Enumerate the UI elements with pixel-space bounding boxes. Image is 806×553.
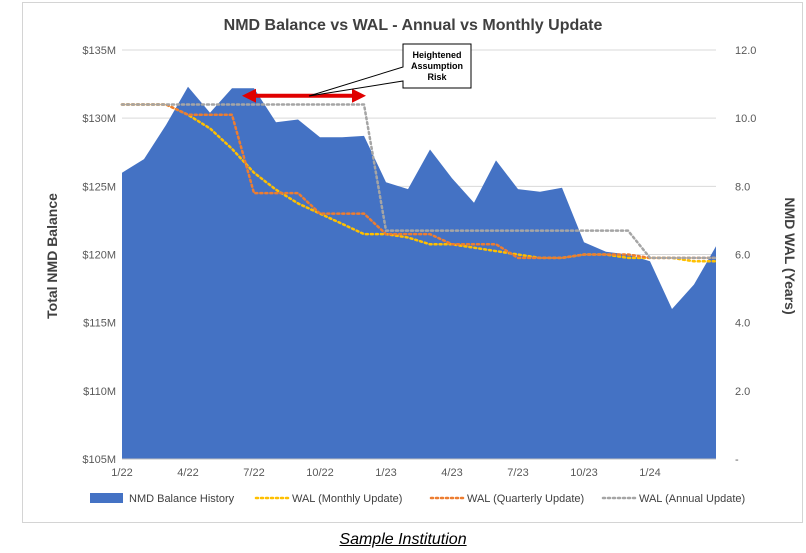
y-tick-label: $135M	[82, 45, 116, 57]
x-tick-label: 7/22	[243, 467, 264, 479]
x-tick-label: 1/22	[111, 467, 132, 479]
chart-title: NMD Balance vs WAL - Annual vs Monthly U…	[224, 17, 603, 34]
y2-tick-label: 6.0	[735, 250, 750, 262]
chart-frame: NMD Balance vs WAL - Annual vs Monthly U…	[22, 2, 803, 523]
y-axis-label: Total NMD Balance	[44, 193, 60, 319]
chart-caption: Sample Institution	[339, 531, 467, 548]
x-tick-label: 7/23	[507, 467, 528, 479]
y-tick-label: $110M	[83, 386, 116, 398]
y2-tick-label: 10.0	[735, 113, 756, 125]
y2-tick-label: -	[735, 454, 739, 466]
legend-label-wal-1: WAL (Monthly Update)	[292, 493, 402, 505]
x-tick-label: 10/22	[306, 467, 334, 479]
x-tick-label: 1/23	[375, 467, 396, 479]
legend-label-balance: NMD Balance History	[129, 493, 235, 505]
x-tick-label: 10/23	[570, 467, 598, 479]
risk-arrow-head-right	[352, 88, 366, 103]
y-tick-label: $130M	[82, 113, 116, 125]
wal-series-line-2	[120, 103, 718, 260]
balance-area	[122, 86, 716, 460]
legend-label-wal-2: WAL (Quarterly Update)	[467, 493, 584, 505]
y2-tick-label: 4.0	[735, 318, 750, 330]
x-tick-label: 1/24	[639, 467, 660, 479]
y2-tick-label: 12.0	[735, 45, 756, 57]
wal-series-line-1	[120, 103, 718, 263]
x-tick-label: 4/22	[177, 467, 198, 479]
callout-text-line: Assumption	[411, 61, 463, 71]
callout-text-line: Heightened	[412, 50, 461, 60]
y-tick-label: $115M	[83, 318, 116, 330]
y-tick-label: $125M	[82, 181, 116, 193]
callout-box	[308, 43, 472, 97]
chart-svg: NMD Balance vs WAL - Annual vs Monthly U…	[44, 17, 798, 505]
callout-text-line: Risk	[427, 72, 447, 82]
wal-series-line-3	[120, 103, 718, 260]
y2-tick-label: 8.0	[735, 181, 750, 193]
y-tick-label: $105M	[82, 454, 116, 466]
y2-axis-label: NMD WAL (Years)	[782, 197, 798, 314]
y-tick-label: $120M	[82, 250, 116, 262]
plot-area: $105M $110M $115M $120M $125M $130M $135M - 2.0 4…	[82, 43, 756, 479]
x-tick-label: 4/23	[441, 467, 462, 479]
risk-arrow-head-left	[242, 88, 256, 103]
legend: NMD Balance History WAL (Monthly Update) W…	[90, 493, 745, 505]
legend-swatch-balance	[90, 493, 123, 503]
y2-tick-label: 2.0	[735, 386, 750, 398]
legend-label-wal-3: WAL (Annual Update)	[639, 493, 745, 505]
